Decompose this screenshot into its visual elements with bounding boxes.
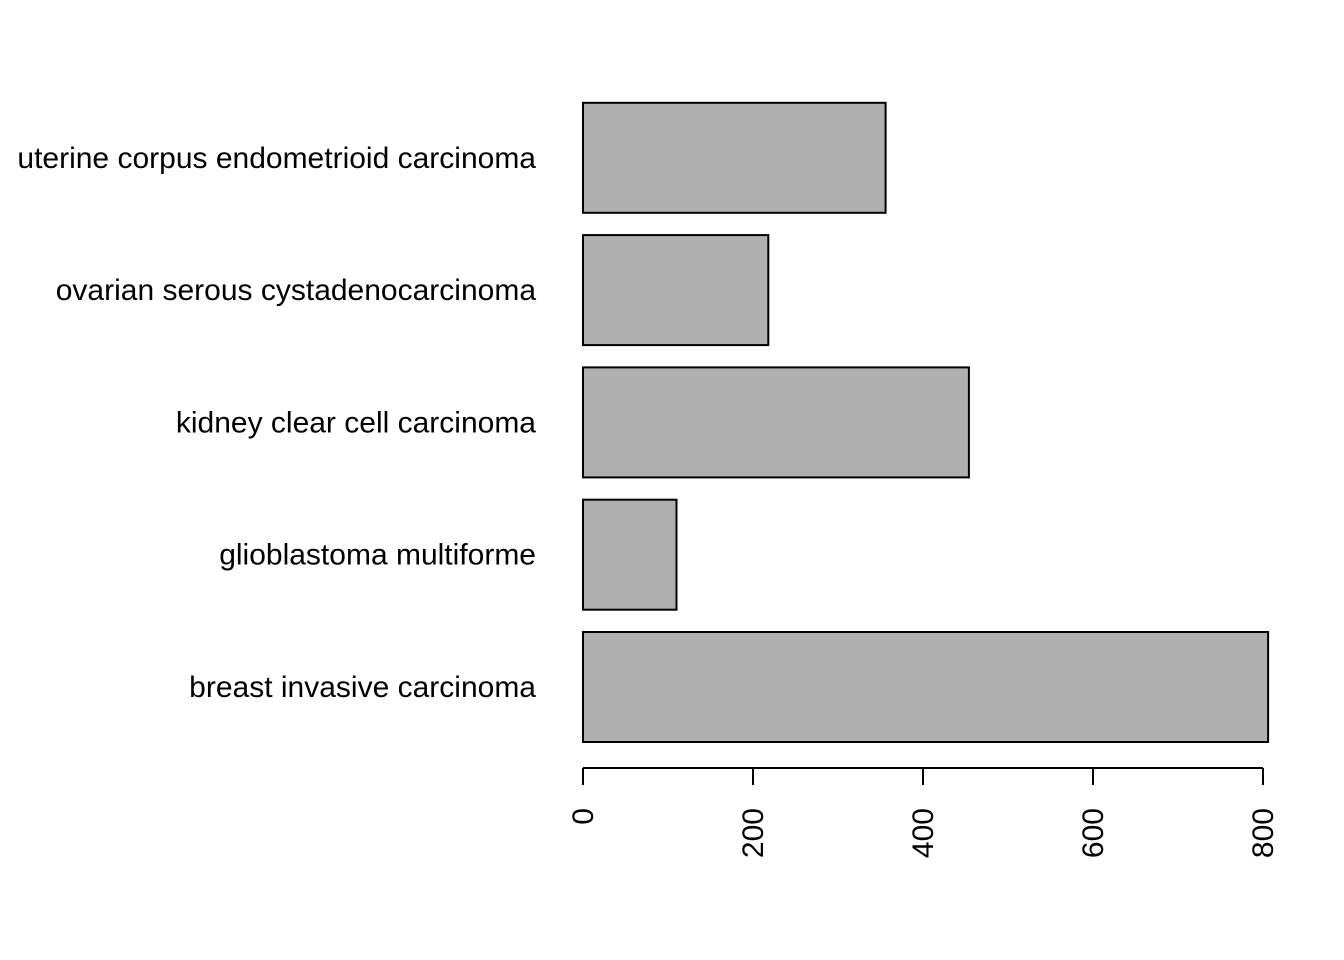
bars-group (582, 101, 1270, 743)
category-label: glioblastoma multiforme (219, 539, 536, 572)
category-labels: breast invasive carcinoma glioblastoma mu… (17, 142, 536, 704)
bar-uterine-corpus-endometrioid-carcinoma (582, 101, 887, 214)
x-axis: 0 200 400 600 800 (567, 767, 1280, 858)
bar-ovarian-serous-cystadenocarcinoma (582, 234, 770, 347)
x-tick-label: 200 (737, 808, 770, 858)
category-label: ovarian serous cystadenocarcinoma (56, 274, 537, 307)
x-tick-label: 0 (567, 808, 600, 825)
bar-kidney-clear-cell-carcinoma (582, 366, 970, 479)
bar-glioblastoma-multiforme (582, 498, 678, 611)
bar-breast-invasive-carcinoma (582, 631, 1270, 743)
x-tick-label: 400 (907, 808, 940, 858)
x-tick-label: 600 (1077, 808, 1110, 858)
category-label: uterine corpus endometrioid carcinoma (17, 142, 536, 175)
category-label: breast invasive carcinoma (189, 671, 536, 704)
x-tick-label: 800 (1247, 808, 1280, 858)
category-label: kidney clear cell carcinoma (176, 406, 536, 439)
